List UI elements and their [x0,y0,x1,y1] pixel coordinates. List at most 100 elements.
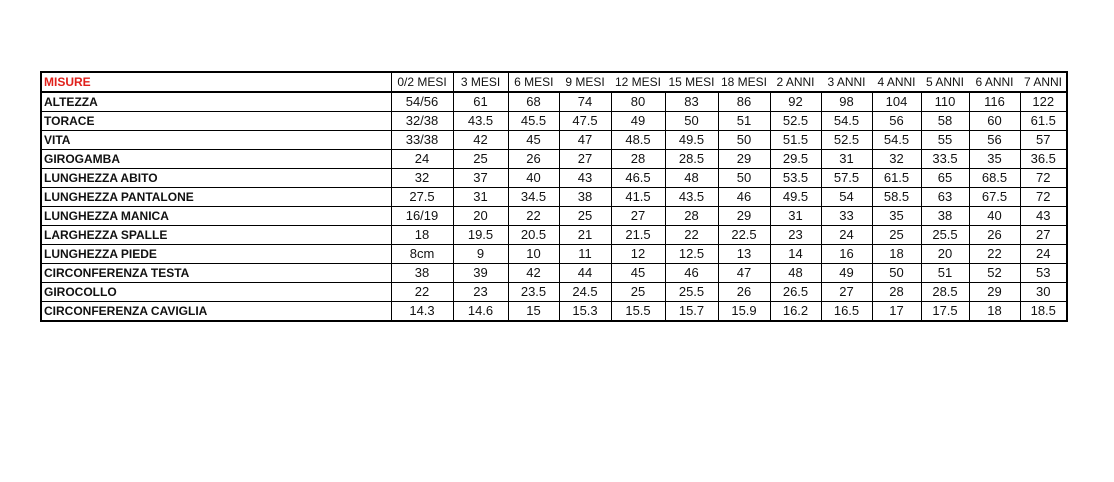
table-cell: 27 [558,149,612,169]
table-cell: 67.5 [968,187,1021,207]
row-label: VITA [40,130,392,150]
table-cell: 54/56 [390,91,454,112]
table-cell: 21.5 [610,225,666,245]
table-cell: 15.3 [558,301,612,322]
table-cell: 45 [507,130,560,150]
table-row: LARGHEZZA SPALLE 18 19.5 20.5 21 21.5 22 22.5 23… [40,225,1068,245]
table-cell: 49 [820,263,873,283]
table-cell: 17.5 [920,301,970,322]
column-header: 7 ANNI [1020,72,1067,93]
table-cell: 51 [717,111,771,131]
table-cell: 47 [717,263,771,283]
row-label: LUNGHEZZA MANICA [40,206,392,226]
row-label: LUNGHEZZA PIEDE [40,244,392,264]
table-cell: 35 [968,149,1021,169]
table-cell: 23 [769,225,822,245]
table-cell: 61.5 [871,168,922,188]
table-cell: 18 [871,244,922,264]
table-cell: 49.5 [664,130,719,150]
row-label: GIROCOLLO [40,282,392,302]
table-cell: 31 [769,206,822,226]
table-row: VITA 33/38 42 45 47 48.5 49.5 50 51.5 52.5 54.5 55 5… [40,130,1068,150]
table-cell: 16/19 [390,206,454,226]
table-cell: 42 [452,130,509,150]
table-row: CIRCONFERENZA CAVIGLIA 14.3 14.6 15 15.3 15.5… [40,301,1068,322]
row-label: CIRCONFERENZA TESTA [40,263,392,283]
table-cell: 33/38 [390,130,454,150]
table-cell: 54.5 [871,130,922,150]
table-cell: 25 [558,206,612,226]
table-cell: 43 [1019,206,1068,226]
table-cell: 53.5 [769,168,822,188]
table-cell: 36.5 [1019,149,1068,169]
table-cell: 20.5 [507,225,560,245]
table-cell: 72 [1019,187,1068,207]
table-row: LUNGHEZZA PANTALONE 27.5 31 34.5 38 41.5 43.5 4… [40,187,1068,207]
table-cell: 18.5 [1019,301,1068,322]
table-cell: 43 [558,168,612,188]
table-cell: 57 [1019,130,1068,150]
table-cell: 116 [968,91,1021,112]
table-cell: 22 [968,244,1021,264]
table-cell: 48 [769,263,822,283]
table-cell: 24 [820,225,873,245]
table-cell: 29.5 [769,149,822,169]
table-cell: 14.3 [390,301,454,322]
table-cell: 86 [717,91,771,112]
header-label: MISURE [41,72,391,93]
table-cell: 83 [664,91,719,112]
table-cell: 29 [717,206,771,226]
table-cell: 32 [390,168,454,188]
row-label: LUNGHEZZA PANTALONE [40,187,392,207]
table-cell: 16 [820,244,873,264]
table-cell: 25 [871,225,922,245]
table-cell: 14.6 [452,301,509,322]
table-cell: 74 [558,91,612,112]
table-cell: 45 [610,263,666,283]
table-cell: 65 [920,168,970,188]
size-chart-table: MISURE 0/2 MESI 3 MESI 6 MESI 9 MESI 12 MESI 1… [40,71,1068,322]
row-label: CIRCONFERENZA CAVIGLIA [40,301,392,322]
table-cell: 55 [920,130,970,150]
table-cell: 21 [558,225,612,245]
column-header: 3 MESI [452,72,508,93]
table-cell: 22 [390,282,454,302]
row-label: ALTEZZA [40,91,392,112]
table-cell: 45.5 [507,111,560,131]
table-cell: 61 [452,91,509,112]
table-cell: 26.5 [769,282,822,302]
table-cell: 35 [871,206,922,226]
table-cell: 37 [452,168,509,188]
table-cell: 28 [664,206,719,226]
table-cell: 27 [1019,225,1068,245]
table-cell: 63 [920,187,970,207]
table-cell: 16.2 [769,301,822,322]
table-cell: 28 [871,282,922,302]
row-label: TORACE [40,111,392,131]
row-label: LUNGHEZZA ABITO [40,168,392,188]
table-cell: 54.5 [820,111,873,131]
table-cell: 22 [664,225,719,245]
table-cell: 10 [507,244,560,264]
table-cell: 22.5 [717,225,771,245]
table-cell: 27 [610,206,666,226]
table-cell: 48 [664,168,719,188]
column-header: 4 ANNI [872,72,921,93]
table-cell: 46 [717,187,771,207]
column-header: 0/2 MESI [390,72,453,93]
table-cell: 29 [968,282,1021,302]
table-cell: 26 [968,225,1021,245]
table-cell: 50 [664,111,719,131]
table-cell: 46 [664,263,719,283]
table-cell: 15.7 [664,301,719,322]
column-header: 5 ANNI [921,72,969,93]
table-row: GIROCOLLO 22 23 23.5 24.5 25 25.5 26 26.5 27 28 28.… [40,282,1068,302]
table-cell: 38 [390,263,454,283]
table-cell: 30 [1019,282,1068,302]
table-cell: 19.5 [452,225,509,245]
table-cell: 12.5 [664,244,719,264]
column-header: 15 MESI [665,72,718,93]
table-cell: 50 [717,168,771,188]
table-cell: 44 [558,263,612,283]
table-cell: 14 [769,244,822,264]
